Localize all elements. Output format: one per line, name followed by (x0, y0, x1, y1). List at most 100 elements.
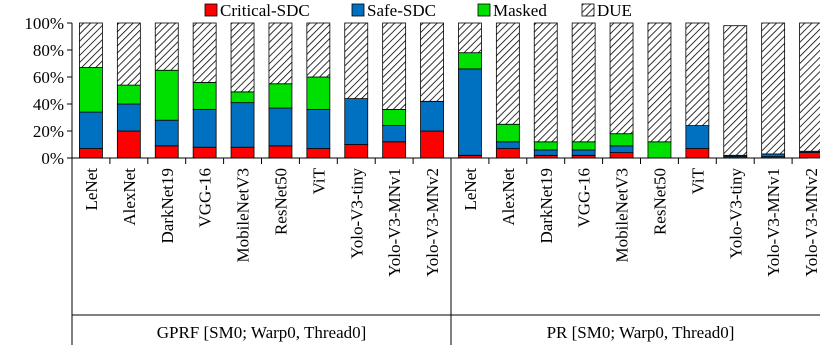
bar-safe (79, 111, 103, 149)
bar-due (533, 22, 558, 143)
y-tick-label: 60% (33, 68, 64, 87)
bar-critical (344, 144, 369, 159)
bar-due (685, 22, 710, 126)
legend-label-safe: Safe-SDC (367, 1, 436, 20)
x-axis: LeNet AlexNet DarkNet19 VGG-16 MobileNetV3 Re… (71, 157, 820, 345)
legend-label-due: DUE (597, 1, 632, 20)
x-category-label: DarkNet19 (158, 168, 177, 244)
y-tick-label: 100% (24, 14, 64, 33)
x-category-label: LeNet (461, 168, 480, 211)
bar-masked (609, 133, 634, 147)
bar-due (799, 22, 820, 152)
y-tick-label: 40% (33, 95, 64, 114)
bar-due (344, 22, 369, 99)
bar-masked (533, 141, 558, 151)
bar-masked (306, 76, 331, 110)
bar-critical (609, 152, 634, 159)
bar-due (268, 22, 293, 85)
bar-masked (79, 67, 103, 113)
bar-safe (192, 109, 217, 148)
bar-safe (344, 98, 369, 145)
x-category-label: LeNet (82, 168, 101, 211)
x-category-label: VGG-16 (575, 168, 594, 228)
bar-safe (495, 141, 520, 149)
legend: Critical-SDC Safe-SDC Masked DUE (204, 1, 632, 20)
bar-safe (533, 149, 558, 156)
bar-due (495, 22, 520, 125)
legend-label-critical: Critical-SDC (220, 1, 310, 20)
bar-masked (154, 69, 179, 121)
bar-due (420, 22, 444, 102)
bar-safe (571, 149, 596, 156)
y-tick-label: 20% (33, 122, 64, 141)
bar-due (192, 22, 217, 83)
bar-due (306, 22, 331, 78)
bar-critical (192, 146, 217, 159)
bar-critical (116, 130, 141, 159)
bar-safe (230, 102, 255, 148)
x-category-label: VGG-16 (196, 168, 215, 228)
x-category-label: MobileNetV3 (234, 168, 253, 262)
bar-safe (306, 109, 331, 149)
bar-safe (761, 153, 786, 158)
y-tick-label: 0% (41, 149, 64, 168)
bar-critical (799, 152, 820, 159)
x-category-label: MobileNetV3 (613, 168, 632, 262)
x-category-label: Yolo-V3-tiny (726, 168, 745, 259)
x-category-label: DarkNet19 (537, 168, 556, 244)
legend-label-masked: Masked (493, 1, 547, 20)
bar-due (571, 22, 596, 143)
x-category-label: Yolo-V3-MNv1 (385, 168, 404, 277)
bar-critical (495, 148, 520, 159)
x-category-label: ViT (688, 167, 707, 194)
bar-safe (420, 100, 444, 132)
bar-safe (685, 125, 710, 149)
bar-safe (268, 107, 293, 147)
legend-swatch-due (581, 3, 595, 17)
x-category-label: Yolo-V3-MNv2 (423, 168, 442, 277)
bar-due (761, 22, 786, 155)
x-category-label: ResNet50 (271, 168, 290, 235)
bar-masked (116, 84, 141, 105)
x-category-label: ResNet50 (650, 168, 669, 235)
x-category-label: Yolo-V3-MNv1 (764, 168, 783, 277)
bar-masked (192, 82, 217, 110)
bar-safe (458, 68, 482, 156)
bar-safe (609, 145, 634, 154)
bar-due (647, 22, 672, 143)
legend-swatch-critical (204, 3, 218, 17)
bar-due (723, 25, 748, 156)
x-category-label: Yolo-V3-MNv2 (802, 168, 820, 277)
bar-critical (382, 141, 407, 159)
group-label: PR [SM0; Warp0, Thread0] (547, 323, 735, 342)
bar-safe (154, 119, 179, 147)
bar-critical (306, 148, 331, 159)
bar-masked (458, 52, 482, 70)
bar-critical (420, 130, 444, 159)
x-category-label: AlexNet (120, 168, 139, 226)
x-category-label: AlexNet (499, 168, 518, 226)
legend-swatch-masked (477, 3, 491, 17)
bar-safe (116, 103, 141, 132)
bar-due (154, 22, 179, 71)
bar-due (79, 22, 103, 68)
bar-due (458, 22, 482, 54)
bars (79, 22, 820, 159)
bar-masked (230, 91, 255, 104)
bar-masked (495, 123, 520, 143)
bar-masked (571, 141, 596, 151)
bar-masked (268, 83, 293, 109)
x-category-label: Yolo-V3-tiny (347, 168, 366, 259)
bar-critical (230, 146, 255, 159)
bar-critical (268, 145, 293, 159)
bar-due (382, 22, 407, 110)
bar-masked (382, 109, 407, 127)
bar-masked (647, 141, 672, 159)
bar-due (609, 22, 634, 135)
bar-critical (79, 148, 103, 159)
group-label: GPRF [SM0; Warp0, Thread0] (157, 323, 367, 342)
y-axis: 0% 20% 40% 60% 80% 100% (24, 14, 73, 168)
y-tick-label: 80% (33, 41, 64, 60)
legend-swatch-safe (351, 3, 365, 17)
